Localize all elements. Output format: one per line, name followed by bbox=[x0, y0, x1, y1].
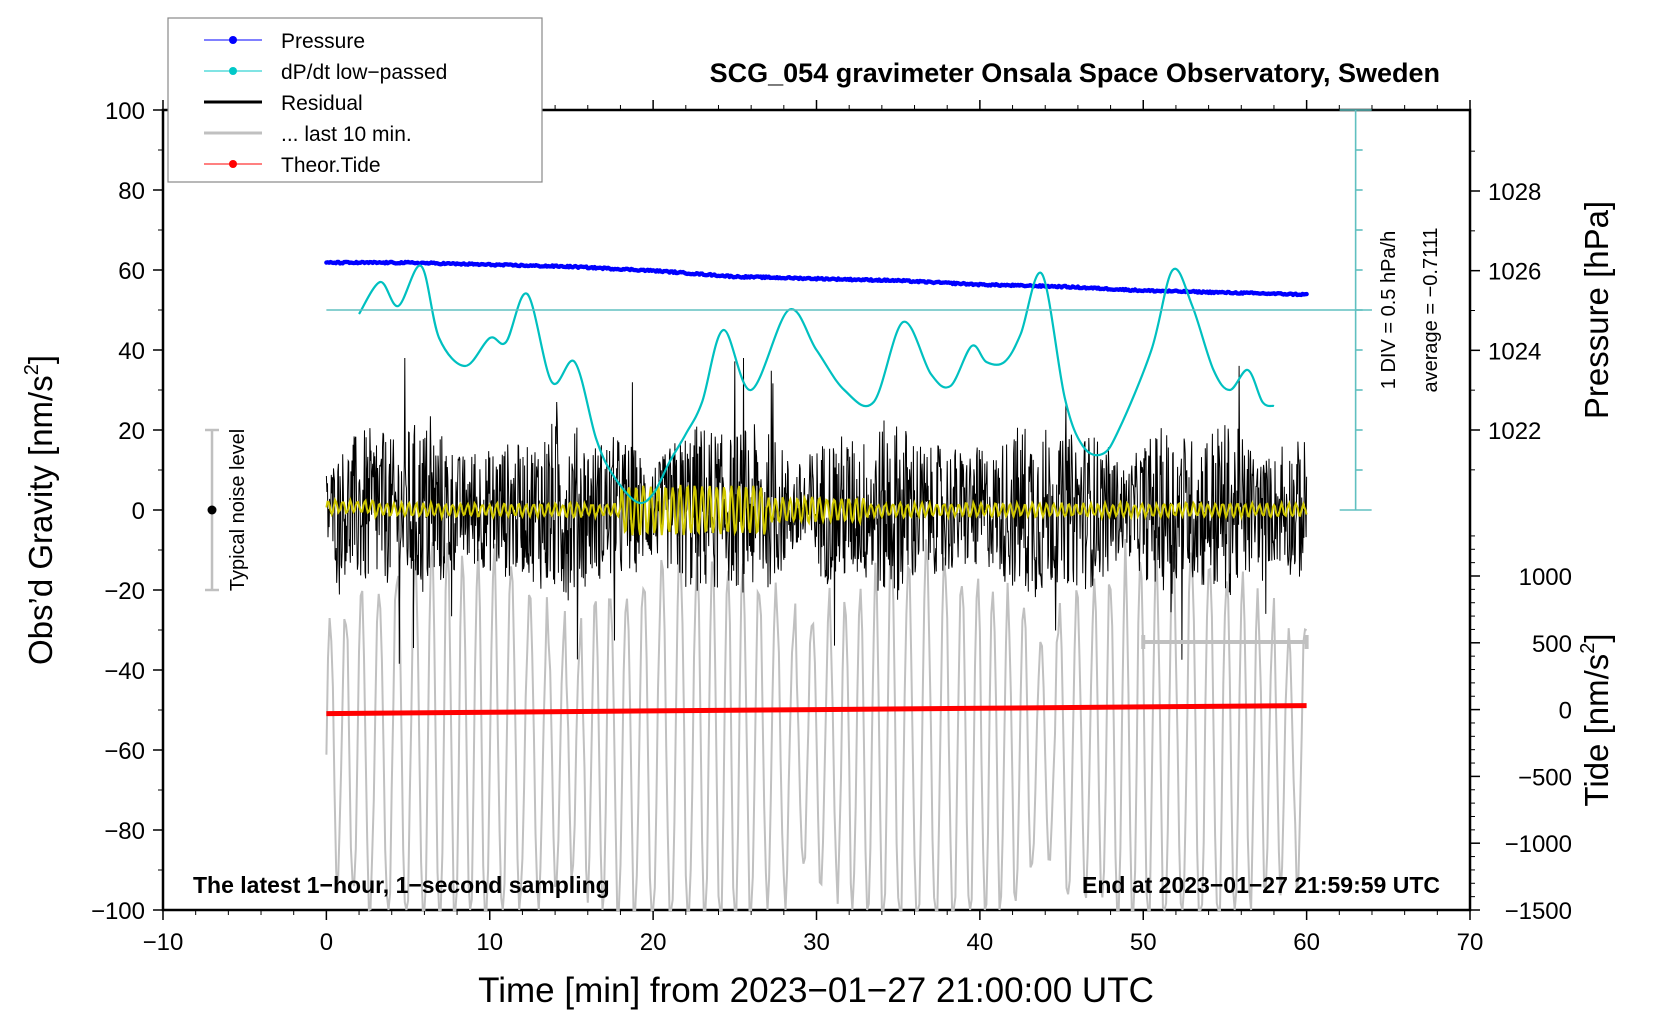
tide-tick-label: −1000 bbox=[1505, 831, 1572, 858]
y-axis-label-pressure: Pressure [hPa] bbox=[1578, 201, 1615, 419]
legend-label: Residual bbox=[281, 92, 363, 115]
legend-swatch-dot bbox=[229, 67, 237, 75]
x-tick-label: 50 bbox=[1130, 929, 1157, 956]
y-tick-label: −40 bbox=[104, 658, 145, 685]
x-tick-label: 70 bbox=[1457, 929, 1484, 956]
tide-tick-label: −500 bbox=[1518, 764, 1572, 791]
noise-level-bar bbox=[205, 428, 220, 592]
y-tick-label: −80 bbox=[104, 818, 145, 845]
y-tick-label: 20 bbox=[118, 418, 145, 445]
bottom-left-note: The latest 1−hour, 1−second sampling bbox=[193, 872, 610, 898]
y-axis-label-left-sup: 2 bbox=[21, 364, 43, 375]
dpdt-scale-bar bbox=[326, 109, 1372, 511]
y-tick-label: 40 bbox=[118, 338, 145, 365]
series-pressure bbox=[324, 259, 1309, 298]
theor-tide-line bbox=[326, 703, 1307, 717]
y-axis-label-tide-sup: 2 bbox=[1577, 643, 1599, 654]
series-residual bbox=[325, 357, 1308, 664]
legend-label: Theor.Tide bbox=[281, 154, 381, 177]
y-tick-label: 0 bbox=[132, 498, 145, 525]
x-axis-label: Time [min] from 2023−01−27 21:00:00 UTC bbox=[478, 971, 1154, 1010]
legend-label: dP/dt low−passed bbox=[281, 61, 447, 84]
legend-label: Pressure bbox=[281, 30, 365, 53]
last-10-min-line bbox=[325, 535, 1308, 913]
x-tick-label: −10 bbox=[143, 929, 184, 956]
pressure-point bbox=[1304, 291, 1309, 297]
legend-box bbox=[167, 17, 543, 183]
legend-swatch-dot bbox=[229, 160, 237, 168]
pressure-tick-label: 1024 bbox=[1488, 338, 1541, 365]
x-tick-label: 20 bbox=[640, 929, 667, 956]
tide-tick-label: −1500 bbox=[1505, 898, 1572, 925]
residual-smoothed-line bbox=[325, 484, 1308, 537]
series-theor-tide bbox=[326, 703, 1307, 717]
y-tick-label: −20 bbox=[104, 578, 145, 605]
y-tick-label: −100 bbox=[91, 898, 145, 925]
y-axis-label-left: Obs’d Gravity [nm/s2] bbox=[21, 355, 59, 665]
legend: Pressure dP/dt low−passed Residual ... last… bbox=[167, 17, 543, 183]
legend-swatch-dot bbox=[229, 36, 237, 44]
x-tick-label: 40 bbox=[967, 929, 994, 956]
tide-axis: 1000 500 0 −500 −1000 −1500 bbox=[1470, 535, 1572, 925]
y-axis-label-tide-main: Tide [nm/s bbox=[1578, 654, 1615, 807]
series-last-10-min bbox=[325, 535, 1308, 913]
y-tick-label: 80 bbox=[118, 178, 145, 205]
series-residual-smoothed bbox=[325, 484, 1308, 537]
pressure-tick-label: 1022 bbox=[1488, 418, 1541, 445]
pressure-axis: 1028 1026 1024 1022 bbox=[1470, 150, 1541, 471]
x-tick-label: 60 bbox=[1293, 929, 1320, 956]
y-axis-label-tide-close: ] bbox=[1578, 633, 1615, 642]
tide-tick-label: 500 bbox=[1532, 631, 1572, 658]
y-axis-label-left-main: Obs’d Gravity [nm/s bbox=[22, 375, 59, 665]
x-tick-label: 30 bbox=[803, 929, 830, 956]
dpdt-scale-label: 1 DIV = 0.5 hPa/h bbox=[1378, 231, 1400, 389]
dpdt-line bbox=[358, 264, 1275, 505]
legend-label: ... last 10 min. bbox=[281, 123, 412, 146]
bottom-right-note: End at 2023−01−27 21:59:59 UTC bbox=[1082, 872, 1440, 898]
y-tick-label: 60 bbox=[118, 258, 145, 285]
dpdt-average-label: average = −0.7111 bbox=[1420, 228, 1442, 393]
x-tick-label: 0 bbox=[320, 929, 333, 956]
x-tick-label: 10 bbox=[476, 929, 503, 956]
tide-tick-label: 0 bbox=[1559, 698, 1572, 725]
noise-level-label: Typical noise level bbox=[227, 429, 249, 591]
y-axis-label-left-close: ] bbox=[22, 355, 59, 364]
residual-line bbox=[325, 357, 1308, 664]
y-tick-label: −60 bbox=[104, 738, 145, 765]
noise-level-center-dot bbox=[207, 505, 217, 515]
pressure-tick-label: 1028 bbox=[1488, 179, 1541, 206]
tide-tick-label: 1000 bbox=[1519, 564, 1572, 591]
axis-ticks: −10 0 10 20 30 40 50 60 70100806040200−20−40−60−… bbox=[91, 98, 1483, 956]
legend-items: Pressure dP/dt low−passed Residual ... last… bbox=[204, 30, 447, 177]
last-10-min-range-bar bbox=[1141, 635, 1309, 649]
series-dpdt bbox=[358, 264, 1275, 505]
y-tick-label: 100 bbox=[105, 98, 145, 125]
pressure-tick-label: 1026 bbox=[1488, 259, 1541, 286]
y-axis-label-tide: Tide [nm/s2] bbox=[1577, 633, 1615, 806]
chart-title: SCG_054 gravimeter Onsala Space Observat… bbox=[710, 58, 1440, 88]
